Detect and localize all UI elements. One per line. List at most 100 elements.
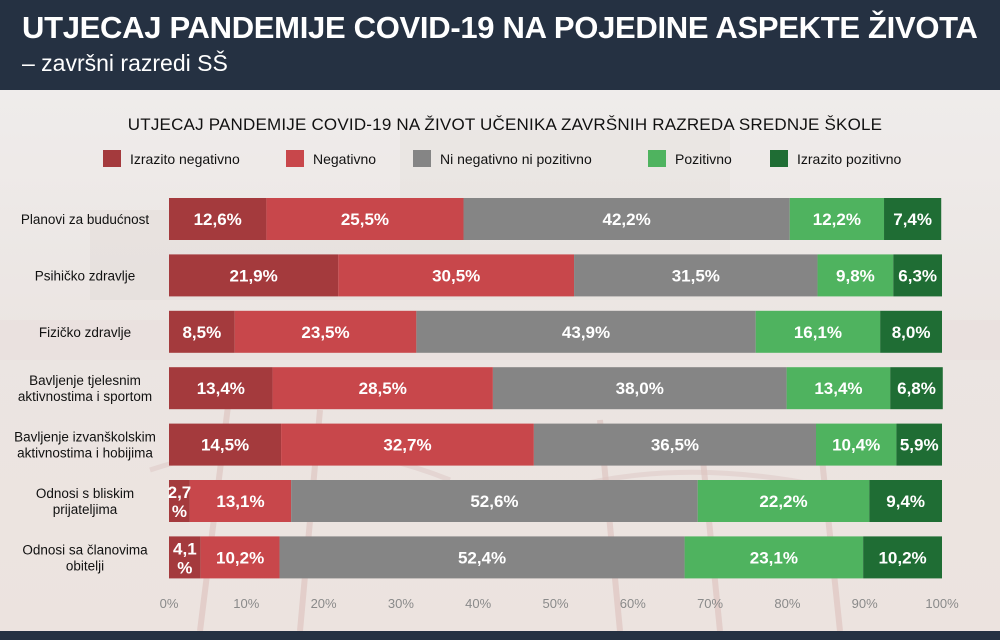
bar-segment xyxy=(869,480,942,522)
value-label: 28,5% xyxy=(359,379,407,398)
x-tick-label: 30% xyxy=(388,596,414,611)
bar-segment xyxy=(697,480,870,522)
value-label: 23,5% xyxy=(301,323,349,342)
bar-segment xyxy=(884,198,942,240)
bar-segment xyxy=(189,480,292,522)
page-subtitle: – završni razredi SŠ xyxy=(22,50,228,76)
value-label: 43,9% xyxy=(562,323,610,342)
value-label: 10,2% xyxy=(878,548,926,567)
bar-segment xyxy=(817,254,894,297)
bar-segment xyxy=(789,198,885,240)
bar-segment xyxy=(416,310,756,353)
bar-segment xyxy=(169,536,201,579)
legend-label: Ni negativno ni pozitivno xyxy=(440,151,592,167)
chart-legend: Izrazito negativno Negativno Ni negativno … xyxy=(103,150,901,167)
bar-segment xyxy=(338,254,575,297)
x-tick-label: 80% xyxy=(774,596,800,611)
value-label: 30,5% xyxy=(432,266,480,285)
x-tick-label: 60% xyxy=(620,596,646,611)
category-label: Bavljenje tjelesnim aktivnostima i sporto… xyxy=(18,373,152,404)
value-label: 12,6% xyxy=(194,210,242,229)
value-label: 9,4% xyxy=(886,492,925,511)
page-title: UTJECAJ PANDEMIJE COVID-19 NA POJEDINE A… xyxy=(22,10,978,45)
bar-segment xyxy=(291,480,698,522)
bar-segment xyxy=(896,423,942,466)
value-label: 52,4% xyxy=(458,548,506,567)
value-label: 25,5% xyxy=(341,210,389,229)
x-tick-label: 0% xyxy=(160,596,179,611)
value-label: 8,0% xyxy=(892,323,931,342)
value-label: 10,2% xyxy=(216,548,264,567)
legend-swatch xyxy=(286,150,304,167)
x-tick-label: 10% xyxy=(233,596,259,611)
category-label: Odnosi sa članovima obitelji xyxy=(22,542,148,573)
bar-segment xyxy=(169,423,282,466)
value-labels: 12,6% 25,5% 42,2% 12,2% 7,4% 21,9% 30,5% 31,5% 9… xyxy=(168,210,939,577)
value-label: 2,7% xyxy=(168,483,192,521)
stacked-bar-chart: UTJECAJ PANDEMIJE COVID-19 NA ŽIVOT UČEN… xyxy=(14,115,959,611)
x-tick-label: 20% xyxy=(311,596,337,611)
value-label: 13,4% xyxy=(814,379,862,398)
category-label: Fizičko zdravlje xyxy=(39,325,131,340)
x-tick-label: 100% xyxy=(925,596,959,611)
bar-segment xyxy=(281,423,534,466)
x-tick-label: 50% xyxy=(542,596,568,611)
x-tick-label: 40% xyxy=(465,596,491,611)
bar-segment xyxy=(169,198,267,240)
legend-swatch xyxy=(770,150,788,167)
bar-segment xyxy=(234,310,417,353)
chart-title: UTJECAJ PANDEMIJE COVID-19 NA ŽIVOT UČEN… xyxy=(128,115,882,134)
bar-segment xyxy=(169,367,273,410)
value-label: 38,0% xyxy=(616,379,664,398)
bar-segment xyxy=(890,367,943,410)
bar-segment xyxy=(279,536,685,579)
value-label: 8,5% xyxy=(182,323,221,342)
bar-segment xyxy=(755,310,881,353)
bar-segment xyxy=(893,254,942,297)
category-label: Planovi za budućnost xyxy=(21,212,150,227)
value-label: 36,5% xyxy=(651,436,699,455)
value-label: 52,6% xyxy=(470,492,518,511)
x-axis-ticks: 0% 10% 20% 30% 40% 50% 60% 70% 80% 90% 100% xyxy=(160,596,959,611)
legend-swatch xyxy=(648,150,666,167)
category-label: Psihičko zdravlje xyxy=(35,268,136,283)
legend-swatch xyxy=(103,150,121,167)
bar-segment xyxy=(880,310,942,353)
value-label: 5,9% xyxy=(900,436,939,455)
category-label: Odnosi s bliskim prijateljima xyxy=(36,486,134,517)
x-tick-label: 90% xyxy=(852,596,878,611)
bar-segment xyxy=(533,423,817,466)
x-tick-label: 70% xyxy=(697,596,723,611)
legend-label: Negativno xyxy=(313,151,376,167)
value-label: 9,8% xyxy=(836,266,875,285)
bar-segment xyxy=(684,536,864,579)
legend-swatch xyxy=(413,150,431,167)
value-label: 42,2% xyxy=(603,210,651,229)
value-label: 6,8% xyxy=(897,379,936,398)
bar-segment xyxy=(200,536,280,579)
value-label: 22,2% xyxy=(759,492,807,511)
value-label: 16,1% xyxy=(794,323,842,342)
value-label: 31,5% xyxy=(672,266,720,285)
legend-label: Izrazito pozitivno xyxy=(797,151,901,167)
value-label: 4,1% xyxy=(173,539,197,577)
bar-segment xyxy=(863,536,942,579)
bar-segment xyxy=(463,198,790,240)
bar-segment xyxy=(272,367,493,410)
bar-segment xyxy=(169,254,339,297)
value-label: 21,9% xyxy=(230,266,278,285)
category-labels: Planovi za budućnost Psihičko zdravlje Fiz… xyxy=(14,212,156,573)
legend-label: Pozitivno xyxy=(675,151,732,167)
value-label: 10,4% xyxy=(832,436,880,455)
value-label: 13,1% xyxy=(216,492,264,511)
value-label: 12,2% xyxy=(813,210,861,229)
value-label: 23,1% xyxy=(750,548,798,567)
value-label: 32,7% xyxy=(383,436,431,455)
bar-segment xyxy=(169,480,190,522)
value-label: 13,4% xyxy=(197,379,245,398)
bar-segment xyxy=(786,367,891,410)
legend-label: Izrazito negativno xyxy=(130,151,240,167)
footer-bar xyxy=(0,631,1000,640)
value-label: 7,4% xyxy=(893,210,932,229)
bar-segment xyxy=(266,198,464,240)
